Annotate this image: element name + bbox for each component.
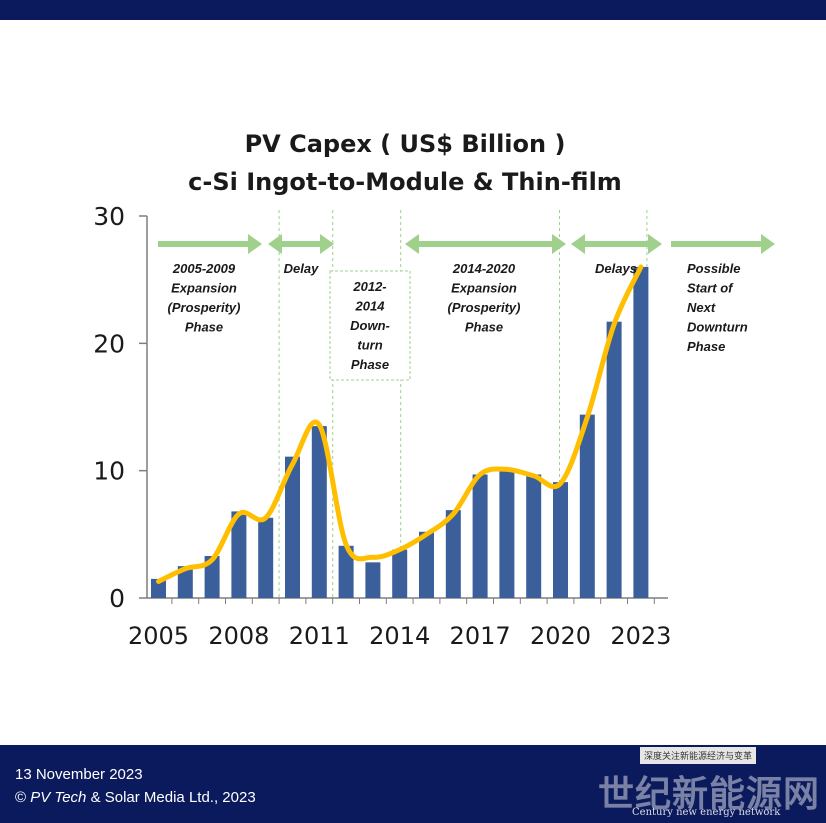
chart-title: PV Capex ( US$ Billion ): [244, 130, 566, 158]
phase-annotation-line: Delay: [284, 261, 319, 276]
y-tick-label: 30: [93, 202, 125, 231]
phase-annotation-line: Down-: [350, 318, 390, 333]
bar: [606, 321, 622, 598]
phase-arrow: [405, 234, 566, 254]
phase-annotation-line: 2005-2009: [172, 261, 236, 276]
y-tick-label: 10: [93, 457, 125, 486]
phase-annotation-line: Phase: [185, 320, 223, 335]
phase-annotation-line: Next: [687, 300, 716, 315]
bar: [472, 474, 488, 598]
bar: [258, 517, 274, 598]
x-tick-label: 2005: [128, 622, 189, 650]
watermark-tagline: 深度关注新能源经济与变革: [640, 747, 757, 764]
chart-subtitle: c-Si Ingot-to-Module & Thin-film: [188, 168, 622, 196]
bar: [338, 545, 354, 598]
phase-annotation-line: Phase: [351, 357, 389, 372]
bar: [151, 578, 166, 598]
footer: 13 November 2023 © PV Tech & Solar Media…: [0, 745, 826, 823]
bar: [526, 474, 542, 598]
trend-line-group: [156, 264, 644, 584]
publisher-name: PV Tech: [30, 789, 87, 806]
bar: [499, 470, 515, 598]
bar: [365, 562, 381, 598]
downturn-box: [329, 270, 411, 381]
bar: [204, 555, 220, 598]
watermark-subtitle: Century new energy network: [632, 807, 781, 818]
footer-date: 13 November 2023: [15, 766, 143, 783]
phase-annotation-line: Delays: [595, 261, 637, 276]
watermark-logo-text: 世纪新能源网: [598, 773, 821, 815]
phase-annotation-line: Possible: [687, 261, 740, 276]
bar: [231, 511, 247, 598]
bar: [392, 549, 408, 598]
y-tick-label: 20: [93, 329, 125, 358]
phase-annotation-line: Expansion: [451, 281, 517, 296]
phase-arrows: [158, 234, 775, 254]
bar: [311, 426, 327, 598]
copyright-rest: & Solar Media Ltd., 2023: [90, 789, 256, 806]
bar: [177, 566, 193, 598]
phase-annotation-line: 2014-2020: [452, 261, 516, 276]
x-tick-label: 2020: [530, 622, 591, 650]
bar: [445, 510, 461, 598]
bar: [579, 414, 595, 598]
bar: [419, 531, 434, 598]
phase-arrow: [158, 234, 262, 254]
phase-arrow: [671, 234, 775, 254]
phase-arrow: [571, 234, 662, 254]
phase-annotation-line: turn: [357, 338, 382, 353]
x-tick-label: 2023: [610, 622, 671, 650]
trend-line: [156, 264, 644, 584]
phase-annotation-line: 2014: [355, 299, 386, 314]
x-tick-label: 2008: [208, 622, 269, 650]
bars: [151, 266, 649, 598]
phase-annotation-line: Phase: [687, 339, 725, 354]
phase-annotation-line: Start of: [687, 281, 734, 296]
phase-annotation-line: (Prosperity): [448, 300, 521, 315]
tick-labels: 0 10 20 30 2005 2008 2011 2014 2017 2020 2023: [93, 202, 671, 650]
phase-annotation-line: (Prosperity): [168, 300, 241, 315]
capex-chart: 0 10 20 30 2005 2008 2011 2014 2017 2020 2023 2005…: [93, 202, 775, 650]
phase-annotations: 2005-2009 Expansion (Prosperity) Phase Delay…: [168, 261, 748, 381]
phase-annotation-line: Downturn: [687, 320, 748, 335]
phase-annotation-line: Phase: [465, 320, 503, 335]
phase-arrow: [268, 234, 334, 254]
bar: [553, 482, 568, 598]
x-tick-label: 2017: [450, 622, 511, 650]
phase-annotation-line: Expansion: [171, 281, 237, 296]
x-tick-label: 2011: [289, 622, 350, 650]
bar: [285, 456, 300, 598]
x-tick-label: 2014: [369, 622, 430, 650]
phase-annotation-line: 2012-: [352, 279, 386, 294]
footer-copyright: © PV Tech & Solar Media Ltd., 2023: [15, 789, 256, 806]
top-band: [0, 0, 826, 20]
copyright-symbol: ©: [15, 789, 27, 806]
bar: [633, 266, 649, 598]
y-tick-label: 0: [109, 584, 125, 613]
